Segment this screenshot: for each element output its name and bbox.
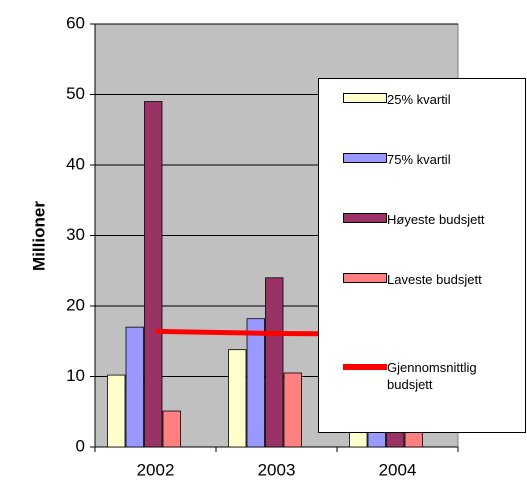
x-tick-label: 2002 — [137, 460, 175, 479]
y-tick-label: 20 — [66, 295, 85, 314]
legend-label: 75% kvartil — [387, 152, 451, 167]
y-tick-label: 30 — [66, 225, 85, 244]
legend-label: Laveste budsjett — [387, 272, 482, 287]
legend-label: Høyeste budsjett — [387, 212, 485, 227]
bar — [144, 101, 163, 448]
bar — [228, 349, 247, 448]
legend-swatch — [343, 93, 387, 103]
bar — [125, 326, 144, 448]
x-tick-label: 2003 — [258, 460, 296, 479]
y-tick-label: 40 — [66, 154, 85, 173]
legend-item: 75% kvartil — [343, 151, 507, 168]
bar — [265, 277, 284, 448]
legend: 25% kvartil 75% kvartil Høyeste budsjett La… — [318, 78, 526, 433]
legend-label: Gjennomsnittlig budsjett — [387, 360, 477, 392]
legend-label: 25% kvartil — [387, 92, 451, 107]
bar — [162, 410, 181, 448]
bar — [107, 374, 126, 448]
legend-swatch — [343, 213, 387, 223]
x-tick-label: 2004 — [379, 460, 417, 479]
legend-item: Gjennomsnittlig budsjett — [343, 359, 487, 393]
y-tick-label: 50 — [66, 84, 85, 103]
legend-swatch — [343, 273, 387, 283]
legend-item: 25% kvartil — [343, 91, 507, 108]
bar — [246, 318, 265, 448]
y-tick-label: 0 — [76, 436, 85, 455]
y-tick-label: 10 — [66, 366, 85, 385]
y-axis-label: Millioner — [29, 201, 48, 271]
bar — [283, 372, 302, 448]
legend-item: Høyeste budsjett — [343, 211, 507, 228]
legend-swatch — [343, 153, 387, 163]
legend-item: Laveste budsjett — [343, 271, 507, 288]
y-tick-label: 60 — [66, 13, 85, 32]
legend-swatch — [343, 364, 387, 370]
